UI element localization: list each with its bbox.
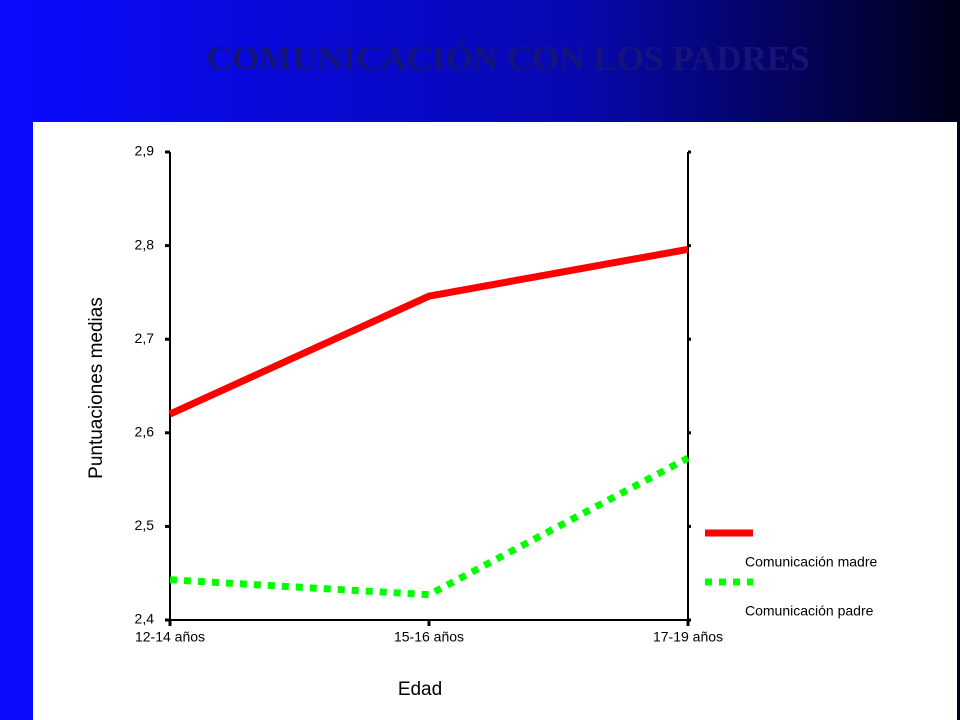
- y-tick-label: 2,8: [135, 236, 155, 252]
- series-line: [169, 454, 690, 599]
- y-axis-label: Puntuaciones medias: [86, 297, 107, 479]
- y-tick-label: 2,9: [135, 143, 155, 159]
- x-tick-label: 12-14 años: [135, 629, 205, 645]
- chart-title: COMUNICACIÓN CON LOS PADRES: [206, 38, 809, 78]
- legend-label: Comunicación padre: [745, 603, 874, 619]
- x-tick-label: 15-16 años: [394, 629, 464, 645]
- y-tick-label: 2,7: [135, 330, 155, 346]
- x-tick-label: 17-19 años: [653, 629, 723, 645]
- y-tick-label: 2,4: [135, 611, 155, 627]
- y-tick-label: 2,5: [135, 517, 155, 533]
- x-axis-label: Edad: [398, 679, 442, 700]
- y-tick-label: 2,6: [135, 424, 155, 440]
- legend-label: Comunicación madre: [745, 554, 877, 570]
- series-line: [168, 245, 689, 418]
